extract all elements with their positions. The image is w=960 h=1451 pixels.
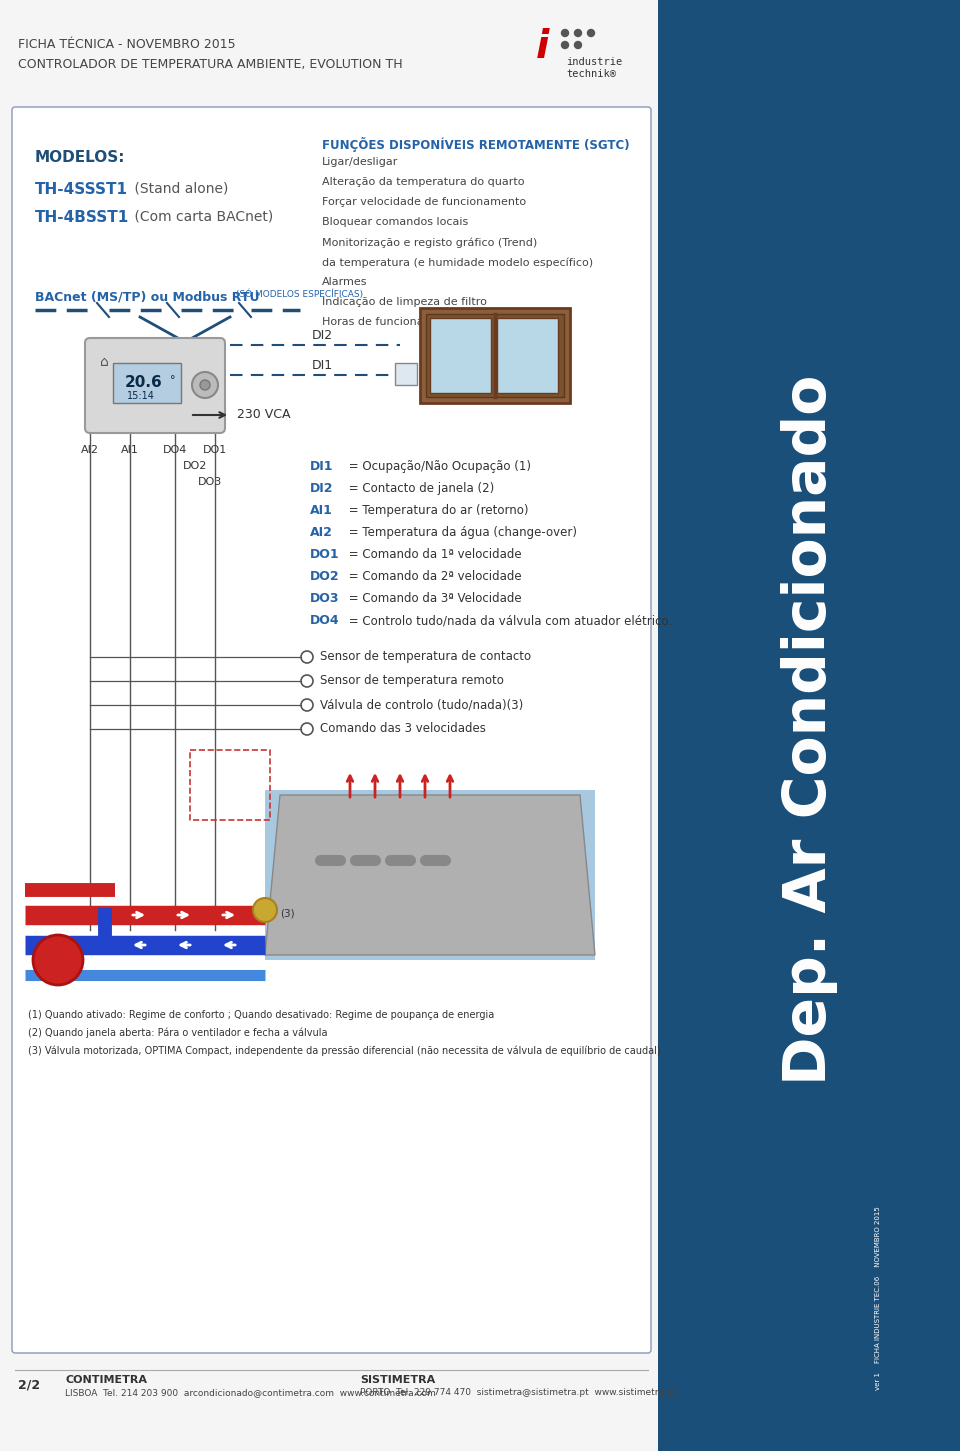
- Polygon shape: [265, 795, 595, 955]
- Bar: [497, 318, 558, 393]
- Text: DO4: DO4: [163, 445, 187, 456]
- Text: = Temperatura da água (change-over): = Temperatura da água (change-over): [345, 527, 577, 538]
- Text: (3): (3): [280, 908, 295, 918]
- Text: °: °: [170, 374, 176, 385]
- Circle shape: [33, 934, 83, 985]
- Circle shape: [253, 898, 277, 921]
- Text: Ligar/desligar: Ligar/desligar: [322, 157, 398, 167]
- Text: CONTROLADOR DE TEMPERATURA AMBIENTE, EVOLUTION TH: CONTROLADOR DE TEMPERATURA AMBIENTE, EVO…: [18, 58, 402, 71]
- Text: TH-4BSST1: TH-4BSST1: [35, 210, 130, 225]
- Bar: [265, 789, 595, 961]
- Text: Forçar velocidade de funcionamento: Forçar velocidade de funcionamento: [322, 197, 526, 207]
- Text: (Com carta BACnet): (Com carta BACnet): [130, 210, 274, 223]
- Bar: [113, 363, 181, 403]
- Text: 15:14: 15:14: [127, 390, 155, 400]
- Text: Válvula de controlo (tudo/nada)(3): Válvula de controlo (tudo/nada)(3): [320, 698, 523, 711]
- Text: = Contacto de janela (2): = Contacto de janela (2): [345, 482, 494, 495]
- Text: LISBOA  Tel. 214 203 900  arcondicionado@contimetra.com  www.contimetra.com: LISBOA Tel. 214 203 900 arcondicionado@c…: [65, 1389, 436, 1397]
- Text: DI1: DI1: [312, 358, 333, 371]
- Text: CONTIMETRA: CONTIMETRA: [65, 1376, 147, 1386]
- Bar: [395, 363, 417, 385]
- Text: = Comando da 3ª Velocidade: = Comando da 3ª Velocidade: [345, 592, 521, 605]
- Circle shape: [200, 380, 210, 390]
- Text: (SÓ MODELOS ESPECÍFICAS): (SÓ MODELOS ESPECÍFICAS): [233, 290, 363, 299]
- Text: (3) Válvula motorizada, OPTIMA Compact, independente da pressão diferencial (não: (3) Válvula motorizada, OPTIMA Compact, …: [28, 1046, 660, 1056]
- Text: DO3: DO3: [198, 477, 222, 488]
- Text: (2) Quando janela aberta: Pára o ventilador e fecha a válvula: (2) Quando janela aberta: Pára o ventila…: [28, 1027, 327, 1039]
- Text: DO3: DO3: [310, 592, 340, 605]
- Text: 20.6: 20.6: [125, 374, 163, 390]
- Text: ver 1    FICHA INDUSTRIE TEC.06    NOVEMBRO 2015: ver 1 FICHA INDUSTRIE TEC.06 NOVEMBRO 20…: [876, 1206, 881, 1390]
- Text: 2/2: 2/2: [18, 1378, 40, 1392]
- Text: Sensor de temperatura de contacto: Sensor de temperatura de contacto: [320, 650, 531, 663]
- Bar: [430, 318, 491, 393]
- Text: PORTO  Tel. 229 774 470  sistimetra@sistimetra.pt  www.sistimetra.pt: PORTO Tel. 229 774 470 sistimetra@sistim…: [360, 1389, 676, 1397]
- Bar: [420, 308, 570, 403]
- FancyBboxPatch shape: [85, 338, 225, 432]
- Text: Horas de funcionamento: Horas de funcionamento: [322, 316, 460, 326]
- Text: DO2: DO2: [182, 461, 207, 472]
- Text: SISTIMETRA: SISTIMETRA: [360, 1376, 435, 1386]
- Text: AI1: AI1: [121, 445, 139, 456]
- Text: = Comando da 1ª velocidade: = Comando da 1ª velocidade: [345, 548, 521, 562]
- Text: DO2: DO2: [310, 570, 340, 583]
- Text: MODELOS:: MODELOS:: [35, 149, 126, 165]
- Text: = Temperatura do ar (retorno): = Temperatura do ar (retorno): [345, 503, 529, 517]
- Circle shape: [562, 42, 568, 48]
- Text: (1) Quando ativado: Regime de conforto ; Quando desativado: Regime de poupança d: (1) Quando ativado: Regime de conforto ;…: [28, 1010, 494, 1020]
- Text: FUNÇÕES DISPONÍVEIS REMOTAMENTE (SGTC): FUNÇÕES DISPONÍVEIS REMOTAMENTE (SGTC): [322, 136, 630, 152]
- Text: = Comando da 2ª velocidade: = Comando da 2ª velocidade: [345, 570, 521, 583]
- Text: Indicação de limpeza de filtro: Indicação de limpeza de filtro: [322, 297, 487, 308]
- Text: AI2: AI2: [81, 445, 99, 456]
- Text: 230 VCA: 230 VCA: [237, 409, 291, 421]
- Text: Alarmes: Alarmes: [322, 277, 368, 287]
- Text: DO1: DO1: [310, 548, 340, 562]
- Text: BACnet (MS/TP) ou Modbus RTU: BACnet (MS/TP) ou Modbus RTU: [35, 290, 259, 303]
- Text: DO1: DO1: [203, 445, 228, 456]
- Text: Comando das 3 velocidades: Comando das 3 velocidades: [320, 723, 486, 736]
- Text: ⌂: ⌂: [100, 355, 108, 369]
- Text: DI2: DI2: [312, 329, 333, 342]
- Text: Bloquear comandos locais: Bloquear comandos locais: [322, 218, 468, 226]
- Text: (Stand alone): (Stand alone): [130, 181, 228, 196]
- Text: = Ocupação/Não Ocupação (1): = Ocupação/Não Ocupação (1): [345, 460, 531, 473]
- Text: Dep. Ar Condicionado: Dep. Ar Condicionado: [780, 374, 837, 1085]
- Text: Sensor de temperatura remoto: Sensor de temperatura remoto: [320, 675, 504, 686]
- Circle shape: [574, 29, 582, 36]
- Text: = Controlo tudo/nada da válvula com atuador elétrico.: = Controlo tudo/nada da válvula com atua…: [345, 614, 672, 627]
- Text: da temperatura (e humidade modelo específico): da temperatura (e humidade modelo especí…: [322, 257, 593, 267]
- Text: i: i: [536, 28, 549, 65]
- Text: technik®: technik®: [566, 70, 616, 78]
- Circle shape: [574, 42, 582, 48]
- Text: FICHA TÉCNICA - NOVEMBRO 2015: FICHA TÉCNICA - NOVEMBRO 2015: [18, 38, 235, 51]
- Circle shape: [588, 29, 594, 36]
- Text: TH-4SSST1: TH-4SSST1: [35, 181, 128, 197]
- Bar: [426, 313, 564, 398]
- Circle shape: [192, 371, 218, 398]
- Text: AI1: AI1: [310, 503, 333, 517]
- Text: DO4: DO4: [310, 614, 340, 627]
- Circle shape: [562, 29, 568, 36]
- Bar: [658, 0, 960, 1451]
- FancyBboxPatch shape: [12, 107, 651, 1352]
- Text: DI1: DI1: [310, 460, 333, 473]
- Text: industrie: industrie: [566, 57, 622, 67]
- Text: DI2: DI2: [310, 482, 333, 495]
- Text: AI2: AI2: [310, 527, 333, 538]
- Text: Alteração da temperatura do quarto: Alteração da temperatura do quarto: [322, 177, 524, 187]
- Text: Monitorização e registo gráfico (Trend): Monitorização e registo gráfico (Trend): [322, 237, 538, 248]
